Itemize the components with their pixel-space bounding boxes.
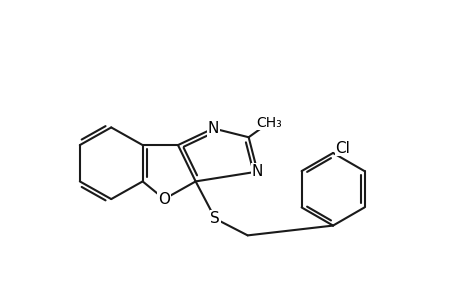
Text: CH₃: CH₃: [256, 116, 281, 130]
Text: N: N: [251, 164, 263, 179]
Text: N: N: [207, 121, 218, 136]
Text: Cl: Cl: [335, 140, 350, 155]
Text: O: O: [158, 192, 170, 207]
Text: S: S: [210, 211, 220, 226]
